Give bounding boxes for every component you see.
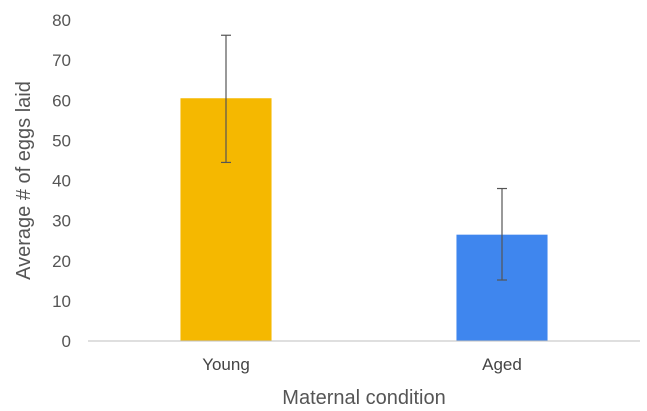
x-axis-title: Maternal condition xyxy=(282,387,445,409)
y-tick-label-7: 70 xyxy=(52,51,71,70)
y-tick-label-3: 30 xyxy=(52,212,71,231)
y-axis-title: Average # of eggs laid xyxy=(13,81,35,280)
y-tick-label-4: 40 xyxy=(52,172,71,191)
error-bars xyxy=(221,34,507,281)
y-tick-label-1: 10 xyxy=(52,292,71,311)
y-tick-label-5: 50 xyxy=(52,131,71,150)
x-tick-label-young: Young xyxy=(202,355,250,374)
y-tick-label-2: 20 xyxy=(52,252,71,271)
y-tick-label-6: 60 xyxy=(52,91,71,110)
y-tick-label-8: 80 xyxy=(52,11,71,30)
y-tick-label-0: 0 xyxy=(62,332,71,351)
y-axis-ticks: 0 10 20 30 40 50 60 70 80 xyxy=(52,11,71,351)
x-axis-labels: Young Aged xyxy=(202,355,522,374)
x-tick-label-aged: Aged xyxy=(482,355,522,374)
bars xyxy=(180,98,548,342)
